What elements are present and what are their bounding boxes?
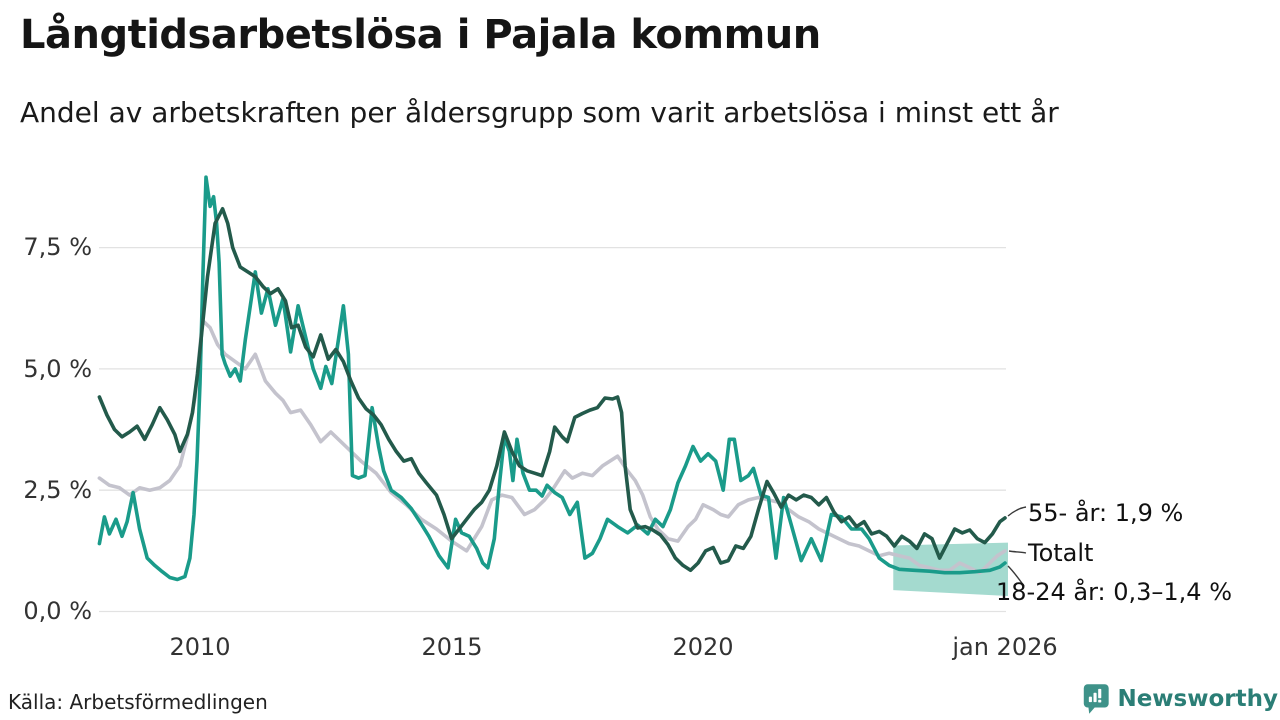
newsworthy-brand: Newsworthy [1083,678,1278,720]
chart-subtitle: Andel av arbetskraften per åldersgrupp s… [20,96,1059,129]
y-axis-tick-0-0: 0,0 % [23,597,92,625]
series-line-55-r [97,207,1007,573]
label-leader-line [1007,565,1025,587]
y-axis-tick-2-5: 2,5 % [23,476,92,504]
series-label-18-24: 18-24 år: 0,3–1,4 % [996,578,1233,606]
newsworthy-brand-name: Newsworthy [1117,686,1278,712]
label-leader-line [1008,550,1027,554]
x-axis-tick-2010: 2010 [169,633,231,661]
source-credit: Källa: Arbetsförmedlingen [8,690,268,714]
series-line-18-24-r [97,175,1007,582]
series-label-totalt: Totalt [1028,539,1094,567]
y-axis-tick-5-0: 5,0 % [23,355,92,383]
label-leader-line [1007,506,1027,517]
series-line-totalt [97,318,1007,575]
page-title: Långtidsarbetslösa i Pajala kommun [20,12,821,58]
series-label-55-plus: 55- år: 1,9 % [1028,499,1184,527]
x-axis-tick-jan-2026: jan 2026 [952,633,1058,661]
newsworthy-logo-icon [1083,684,1109,714]
y-axis-tick-7-5: 7,5 % [23,233,92,261]
x-axis-tick-2015: 2015 [421,633,483,661]
x-axis-tick-2020: 2020 [672,633,734,661]
